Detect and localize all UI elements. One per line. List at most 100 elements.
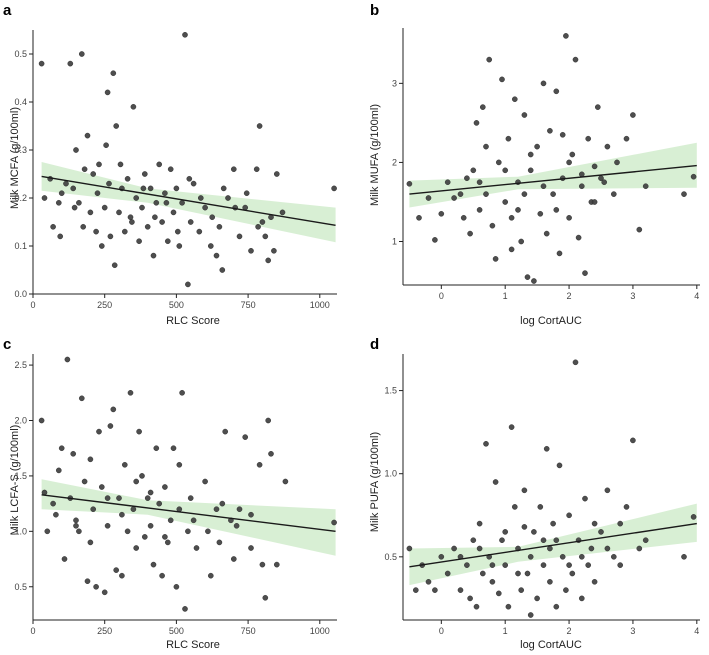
data-point-c [139,473,145,479]
data-point-b [508,214,515,221]
data-point-b [566,159,572,166]
data-point-c [133,545,139,551]
data-point-b [425,195,432,201]
data-point-c [133,478,139,485]
y-tick-label-a: 0.0 [14,289,27,299]
data-point-c [176,461,183,468]
data-point-a [122,228,128,235]
data-point-b [527,151,534,158]
data-point-b [572,56,579,63]
data-point-c [236,506,243,513]
data-point-d [598,529,604,535]
data-point-c [50,500,56,507]
data-point-b [406,180,413,187]
data-point-a [265,257,272,264]
data-point-c [110,406,117,413]
data-point-d [495,590,502,597]
data-point-d [492,479,499,485]
data-point-a [101,204,108,211]
data-point-b [473,120,480,126]
data-point-c [268,450,274,457]
y-axis-title-d: Milk PUFA (g/100ml) [369,432,381,532]
data-point-b [559,131,566,138]
y-axis-title-b: Milk MUFA (g/100ml) [369,104,381,206]
data-point-a [262,233,269,240]
data-point-d [412,587,419,593]
data-point-c [44,528,51,535]
data-point-b [630,112,636,118]
panel-d: d Milk PUFA (g/100ml) log CortAUC 0 1 2 3 4 0… [369,336,700,651]
data-point-c [213,506,220,513]
data-point-c [122,461,128,468]
data-point-c [242,434,248,440]
data-point-a [147,185,154,192]
data-point-b [556,250,563,257]
data-point-a [90,171,96,177]
data-point-c [259,561,266,568]
data-point-c [273,561,280,568]
data-point-b [416,214,422,221]
data-point-a [139,204,145,211]
data-point-c [73,523,79,529]
x-tick-label-d: 0 [439,626,444,636]
data-point-b [476,207,483,213]
data-point-b [518,238,525,245]
data-point-d [547,579,553,585]
data-point-a [197,195,204,201]
data-point-d [505,603,512,610]
data-point-d [617,562,624,568]
data-point-d [540,562,547,568]
data-point-b [438,210,445,217]
data-point-b [489,222,496,229]
panel-label-a: a [3,2,12,19]
data-point-c [53,511,59,518]
data-point-d [473,603,480,610]
y-tick-label-b: 2 [392,157,397,167]
data-point-a [179,199,185,206]
data-point-a [170,209,177,216]
data-point-c [187,495,194,501]
data-point-b [531,278,537,284]
data-point-c [101,589,108,596]
data-point-c [73,517,79,524]
data-point-d [527,554,534,560]
y-tick-label-a: 0.4 [14,97,27,107]
data-point-a [207,243,214,249]
data-point-c [84,578,91,585]
x-tick-label-c: 500 [169,626,184,636]
y-tick-label-b: 1 [392,237,397,247]
data-point-a [111,262,118,269]
regression-line-c [41,494,336,533]
panel-a: a Milk MCFA (g/100ml) RLC Score 0 250 500 7… [3,2,337,327]
data-point-d [537,504,544,510]
data-point-d [467,595,473,602]
data-point-c [179,389,185,396]
data-point-d [550,520,556,527]
data-point-c [185,528,191,535]
data-point-c [141,534,148,540]
data-point-c [81,478,88,485]
data-point-d [512,504,518,510]
data-point-d [476,520,483,527]
data-point-c [248,511,254,518]
data-point-d [604,545,611,552]
data-point-c [96,428,102,435]
data-point-b [451,195,457,201]
data-point-c [119,572,125,579]
y-tick-label-c: 0.5 [14,582,27,592]
x-axis-title-b: log CortAUC [520,315,582,327]
data-point-d [527,612,534,618]
data-point-b [537,210,544,217]
regression-line-a [41,175,336,227]
data-point-c [150,561,157,568]
data-point-c [76,528,82,535]
data-point-b [492,256,499,262]
data-point-b [563,33,569,39]
data-point-a [130,104,137,110]
x-tick-label-b: 1 [503,291,508,301]
data-point-d [534,595,540,602]
data-point-d [489,562,496,568]
data-point-c [119,511,125,518]
y-tick-label-a: 0.2 [14,193,27,203]
